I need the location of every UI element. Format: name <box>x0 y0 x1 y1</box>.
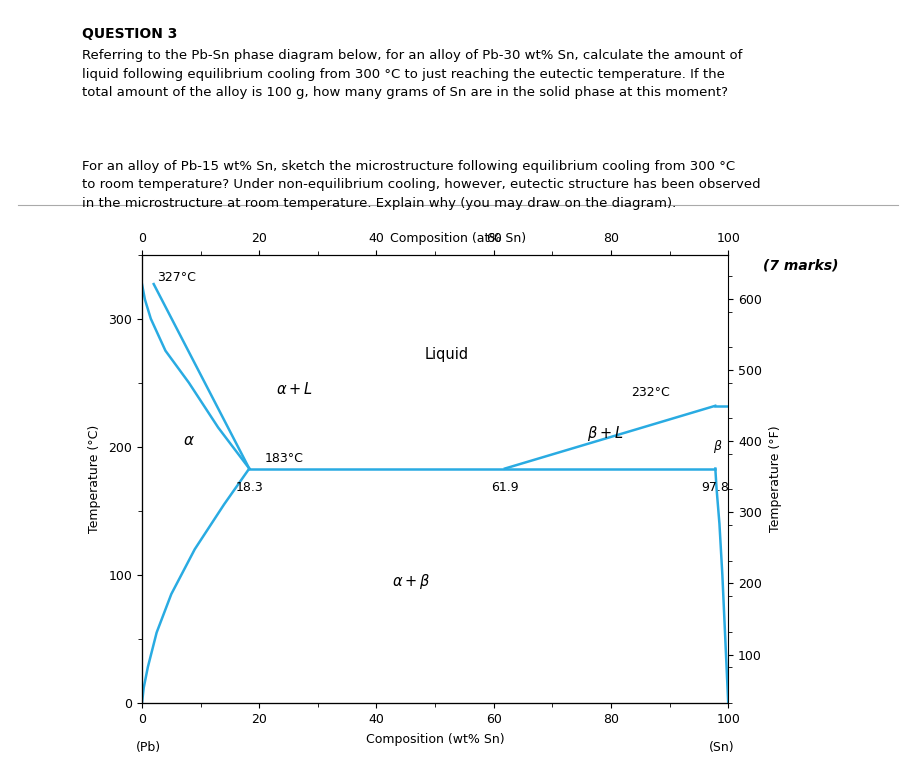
Text: For an alloy of Pb-15 wt% Sn, sketch the microstructure following equilibrium co: For an alloy of Pb-15 wt% Sn, sketch the… <box>82 160 761 210</box>
Text: QUESTION 3: QUESTION 3 <box>82 27 178 40</box>
Text: (Pb): (Pb) <box>136 741 161 754</box>
Text: 61.9: 61.9 <box>491 481 518 494</box>
Text: (Sn): (Sn) <box>708 741 734 754</box>
Text: 327°C: 327°C <box>157 271 195 284</box>
Text: Referring to the Pb-Sn phase diagram below, for an alloy of Pb-30 wt% Sn, calcul: Referring to the Pb-Sn phase diagram bel… <box>82 49 743 100</box>
Text: (7 marks): (7 marks) <box>763 258 838 272</box>
Text: 18.3: 18.3 <box>235 481 263 494</box>
Text: $\alpha$: $\alpha$ <box>183 433 195 448</box>
Text: 183°C: 183°C <box>265 451 304 464</box>
Text: $\beta + L$: $\beta + L$ <box>587 425 624 444</box>
Text: $\alpha + \beta$: $\alpha + \beta$ <box>392 572 431 591</box>
Text: 97.8: 97.8 <box>702 481 729 494</box>
Text: Composition (at% Sn): Composition (at% Sn) <box>390 232 526 245</box>
X-axis label: Composition (wt% Sn): Composition (wt% Sn) <box>365 733 505 746</box>
Text: $\alpha + L$: $\alpha + L$ <box>276 381 313 397</box>
Text: 232°C: 232°C <box>631 386 671 399</box>
Y-axis label: Temperature (°F): Temperature (°F) <box>769 426 782 532</box>
Text: Liquid: Liquid <box>425 347 469 362</box>
Text: $\beta$: $\beta$ <box>714 439 723 455</box>
Y-axis label: Temperature (°C): Temperature (°C) <box>89 425 102 533</box>
